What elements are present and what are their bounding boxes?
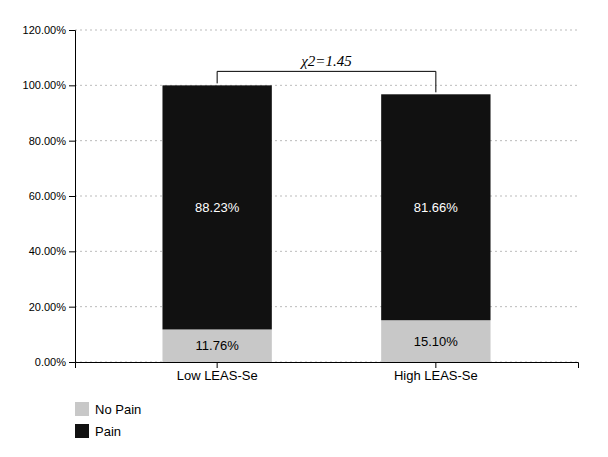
- tick: 100.00%: [23, 79, 75, 91]
- tick-label: 100.00%: [23, 79, 67, 91]
- tick: 60.00%: [29, 190, 75, 202]
- tick-mark: [69, 196, 75, 197]
- chart: 11.76% 15.10% 88.23% 81.66% 0.00% 20.00% 40.00…: [0, 0, 608, 457]
- grid-line: [75, 85, 578, 86]
- tick-label: 20.00%: [29, 301, 67, 313]
- tick: 0.00%: [35, 356, 75, 368]
- plot: 11.76% 15.10% 88.23% 81.66% 0.00% 20.00% 40.00…: [23, 24, 579, 383]
- tick: High LEAS-Se: [394, 362, 478, 383]
- bar-segment: [381, 94, 490, 320]
- axis-line: [69, 31, 76, 363]
- bracket-line: [217, 71, 436, 72]
- tick-label: 80.00%: [29, 135, 67, 147]
- grid-line: [75, 140, 578, 141]
- tick-mark: [69, 141, 75, 142]
- tick: Low LEAS-Se: [177, 362, 258, 383]
- legend-item: Pain: [75, 424, 121, 439]
- legend-label: Pain: [95, 424, 121, 439]
- grid-line: [75, 196, 578, 197]
- x-axis: Low LEAS-Se High LEAS-Se: [76, 362, 579, 383]
- bars: [162, 85, 490, 362]
- bracket-line: [435, 71, 436, 92]
- data-label: 11.76%: [196, 338, 240, 353]
- data-label: 88.23%: [195, 200, 240, 215]
- annotation: χ2=1.45: [217, 53, 436, 92]
- tick-mark: [217, 362, 218, 368]
- legend-label: No Pain: [95, 402, 141, 417]
- data-label: 15.10%: [414, 334, 459, 349]
- legend-item: No Pain: [75, 402, 141, 417]
- grid-line: [75, 251, 578, 252]
- bar-segment: [162, 329, 271, 362]
- tick: 40.00%: [29, 245, 75, 257]
- tick-mark: [69, 85, 75, 86]
- legend: No Pain Pain: [75, 402, 141, 439]
- tick: 120.00%: [23, 24, 75, 36]
- legend-swatch: [75, 424, 89, 438]
- data-label: 81.66%: [414, 200, 459, 215]
- data-labels: 11.76% 15.10% 88.23% 81.66%: [195, 200, 458, 353]
- y-axis: 0.00% 20.00% 40.00% 60.00% 80.00% 100.00% 120.…: [23, 24, 76, 368]
- tick-label: 0.00%: [35, 356, 66, 368]
- grid: [75, 30, 578, 362]
- tick: 20.00%: [29, 301, 75, 313]
- axis-line: [76, 363, 579, 369]
- legend-swatch: [75, 402, 89, 416]
- tick-label: High LEAS-Se: [394, 368, 478, 383]
- bar-segment: [162, 85, 271, 329]
- bracket-line: [217, 71, 218, 83]
- tick-mark: [435, 362, 436, 368]
- tick-label: Low LEAS-Se: [177, 368, 258, 383]
- tick: 80.00%: [29, 135, 75, 147]
- grid-line: [75, 30, 578, 31]
- tick-mark: [69, 251, 75, 252]
- tick-label: 120.00%: [23, 24, 67, 36]
- tick-mark: [69, 307, 75, 308]
- bar-segment: [381, 320, 490, 362]
- tick-label: 60.00%: [29, 190, 67, 202]
- tick-mark: [69, 362, 75, 363]
- grid-line: [75, 306, 578, 307]
- tick-label: 40.00%: [29, 245, 67, 257]
- tick-mark: [69, 30, 75, 31]
- annotation-text: χ2=1.45: [299, 53, 352, 69]
